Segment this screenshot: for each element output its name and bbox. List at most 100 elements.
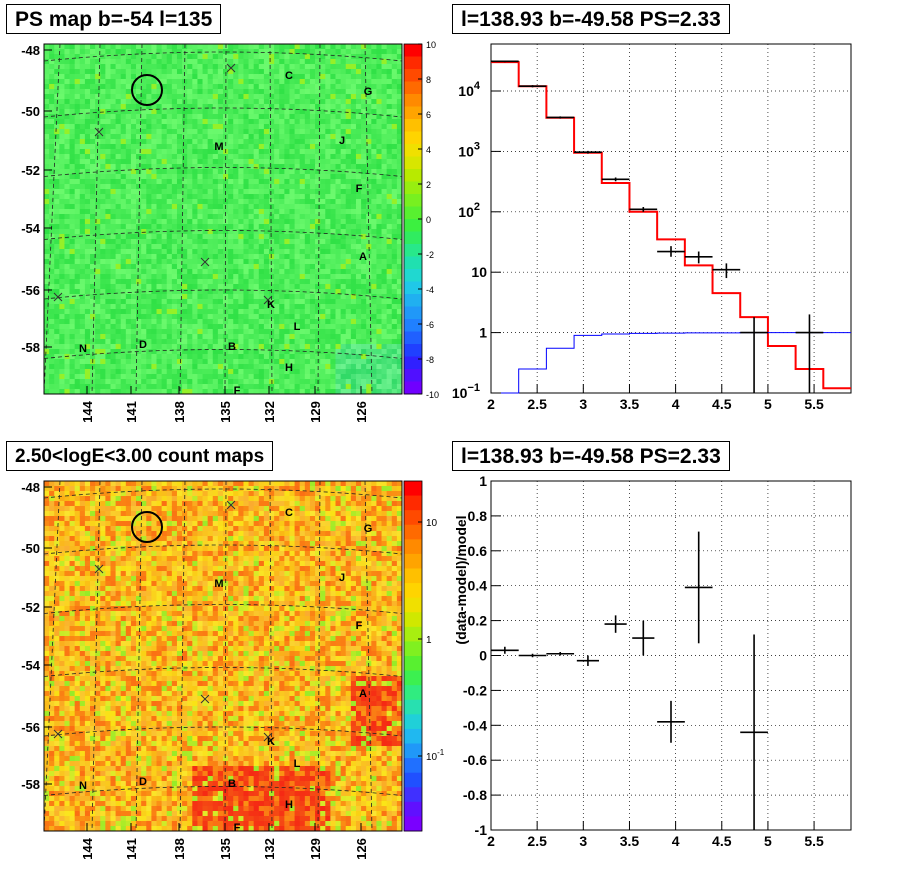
map-pixel bbox=[69, 79, 76, 85]
map-pixel bbox=[340, 329, 347, 335]
map-pixel bbox=[279, 169, 285, 175]
map-pixel bbox=[335, 369, 342, 375]
map-pixel bbox=[217, 189, 224, 195]
map-pixel bbox=[325, 129, 331, 135]
map-pixel bbox=[44, 586, 50, 592]
map-pixel bbox=[289, 239, 295, 245]
map-pixel bbox=[166, 299, 173, 305]
map-pixel bbox=[176, 299, 183, 305]
map-pixel bbox=[105, 359, 111, 365]
map-pixel bbox=[49, 49, 55, 55]
map-pixel bbox=[151, 259, 157, 265]
map-pixel bbox=[49, 364, 55, 370]
map-pixel bbox=[366, 99, 372, 105]
map-pixel bbox=[197, 94, 203, 100]
map-pixel bbox=[141, 369, 147, 375]
map-pixel bbox=[315, 234, 321, 240]
map-pixel bbox=[396, 184, 403, 190]
map-pixel bbox=[90, 324, 96, 330]
map-pixel bbox=[141, 79, 147, 85]
map-pixel bbox=[228, 334, 234, 340]
map-pixel bbox=[44, 641, 50, 647]
map-pixel bbox=[49, 74, 55, 80]
source-label: M bbox=[214, 141, 223, 153]
map-pixel bbox=[304, 299, 311, 305]
map-pixel bbox=[350, 144, 357, 150]
map-pixel bbox=[289, 389, 295, 395]
map-pixel bbox=[202, 204, 209, 210]
map-pixel bbox=[141, 329, 147, 335]
map-pixel bbox=[90, 69, 96, 75]
map-pixel bbox=[54, 269, 60, 275]
map-pixel bbox=[340, 319, 347, 325]
map-pixel bbox=[74, 134, 81, 140]
map-pixel bbox=[182, 339, 188, 345]
map-pixel bbox=[233, 264, 239, 270]
map-pixel bbox=[366, 64, 372, 70]
map-pixel bbox=[320, 59, 326, 65]
map-pixel bbox=[161, 204, 168, 210]
map-pixel bbox=[345, 129, 352, 135]
map-pixel bbox=[192, 194, 198, 200]
map-pixel bbox=[110, 184, 116, 190]
map-pixel bbox=[197, 184, 203, 190]
map-pixel bbox=[289, 309, 295, 315]
map-pixel bbox=[258, 339, 265, 345]
map-pixel bbox=[125, 354, 132, 360]
map-pixel bbox=[166, 224, 173, 230]
map-pixel bbox=[176, 149, 183, 155]
map-pixel bbox=[391, 164, 398, 170]
map-pixel bbox=[151, 59, 157, 65]
map-pixel bbox=[289, 109, 295, 115]
map-pixel bbox=[100, 164, 106, 170]
map-pixel bbox=[187, 249, 193, 255]
map-pixel bbox=[263, 319, 270, 325]
map-pixel bbox=[320, 339, 326, 345]
map-pixel bbox=[217, 194, 224, 200]
map-pixel bbox=[187, 189, 193, 195]
map-pixel bbox=[74, 214, 81, 220]
map-pixel bbox=[233, 389, 239, 395]
map-pixel bbox=[309, 179, 316, 185]
map-pixel bbox=[217, 169, 224, 175]
map-pixel bbox=[325, 299, 331, 305]
map-pixel bbox=[396, 374, 403, 380]
map-pixel bbox=[253, 89, 260, 95]
map-pixel bbox=[217, 179, 224, 185]
map-pixel bbox=[54, 164, 60, 170]
map-pixel bbox=[125, 379, 132, 385]
map-pixel bbox=[197, 44, 203, 50]
map-pixel bbox=[299, 104, 306, 110]
map-pixel bbox=[64, 129, 70, 135]
map-pixel bbox=[381, 339, 388, 345]
map-pixel bbox=[289, 319, 295, 325]
map-pixel bbox=[125, 69, 132, 75]
map-pixel bbox=[141, 244, 147, 250]
map-pixel bbox=[366, 309, 372, 315]
map-pixel bbox=[146, 244, 152, 250]
map-pixel bbox=[335, 184, 342, 190]
map-pixel bbox=[166, 364, 173, 370]
map-pixel bbox=[371, 244, 377, 250]
map-pixel bbox=[386, 179, 393, 185]
map-pixel bbox=[79, 294, 86, 300]
map-pixel bbox=[105, 234, 111, 240]
map-pixel bbox=[263, 374, 270, 380]
map-pixel bbox=[233, 204, 239, 210]
map-pixel bbox=[274, 359, 280, 365]
map-pixel bbox=[263, 79, 270, 85]
map-pixel bbox=[228, 309, 234, 315]
map-pixel bbox=[309, 204, 316, 210]
map-pixel bbox=[366, 269, 372, 275]
map-pixel bbox=[166, 154, 173, 160]
map-pixel bbox=[228, 84, 234, 90]
map-pixel bbox=[233, 79, 239, 85]
map-pixel bbox=[345, 344, 352, 350]
map-pixel bbox=[187, 64, 193, 70]
map-pixel bbox=[146, 179, 152, 185]
map-pixel bbox=[371, 89, 377, 95]
map-pixel bbox=[156, 44, 163, 50]
map-pixel bbox=[217, 214, 224, 220]
map-pixel bbox=[115, 364, 122, 370]
map-pixel bbox=[248, 214, 255, 220]
